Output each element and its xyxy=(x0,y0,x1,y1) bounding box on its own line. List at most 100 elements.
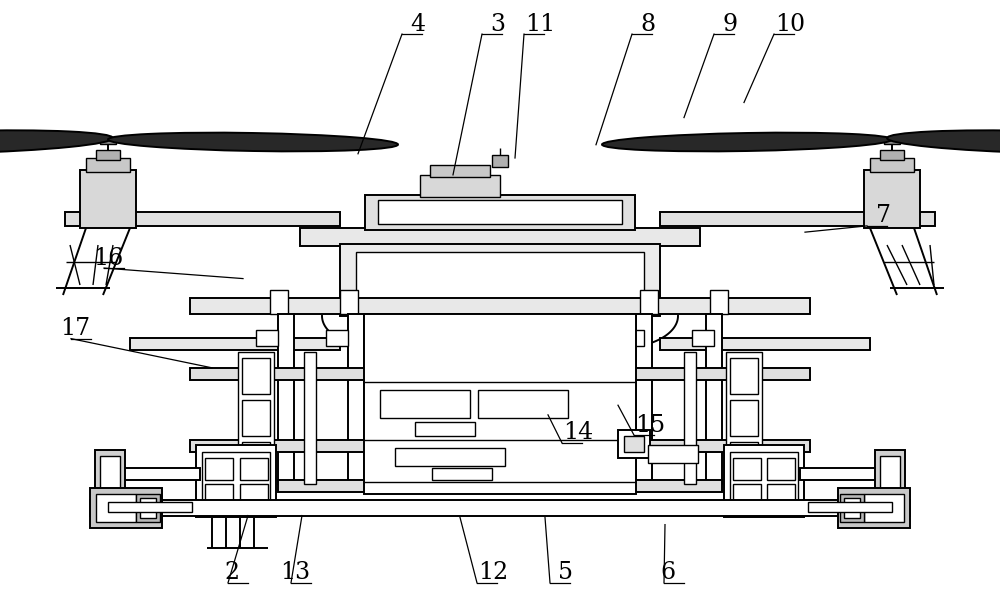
Bar xyxy=(190,368,810,380)
Bar xyxy=(684,352,696,484)
Bar xyxy=(242,400,270,436)
Bar xyxy=(100,138,116,144)
Bar xyxy=(270,290,288,314)
Bar xyxy=(190,440,810,452)
Bar xyxy=(90,488,162,528)
Bar xyxy=(90,500,910,516)
Bar xyxy=(348,314,364,484)
Bar xyxy=(196,445,276,517)
Text: 4: 4 xyxy=(410,13,426,36)
Text: 15: 15 xyxy=(635,414,665,437)
Bar xyxy=(808,502,892,512)
Bar xyxy=(870,158,914,172)
Bar xyxy=(624,436,644,452)
Ellipse shape xyxy=(887,130,1000,154)
Bar xyxy=(96,494,136,522)
Bar xyxy=(140,498,156,508)
Bar xyxy=(844,498,860,508)
Bar xyxy=(838,488,910,528)
Bar xyxy=(205,458,233,480)
Bar xyxy=(340,290,358,314)
Bar xyxy=(692,330,714,346)
Text: 5: 5 xyxy=(558,561,574,584)
Text: 7: 7 xyxy=(876,204,891,227)
Bar xyxy=(875,450,905,498)
Bar xyxy=(478,390,568,418)
Text: 11: 11 xyxy=(525,13,555,36)
Bar xyxy=(364,314,636,494)
Bar xyxy=(800,468,900,480)
Ellipse shape xyxy=(0,130,113,154)
Bar xyxy=(80,170,136,228)
Ellipse shape xyxy=(108,133,398,151)
Bar xyxy=(238,352,274,484)
Bar xyxy=(733,484,761,506)
Bar xyxy=(767,458,795,480)
Bar xyxy=(884,138,900,144)
Bar xyxy=(724,445,804,517)
Bar xyxy=(378,200,622,224)
Bar xyxy=(190,298,810,314)
Bar xyxy=(864,170,920,228)
Bar xyxy=(95,450,125,498)
Bar xyxy=(205,484,233,506)
Text: 13: 13 xyxy=(280,561,310,584)
Bar xyxy=(100,468,200,480)
Bar xyxy=(242,442,270,478)
Bar xyxy=(733,458,761,480)
Bar xyxy=(278,314,294,484)
Bar xyxy=(256,330,278,346)
Bar xyxy=(326,330,348,346)
Bar xyxy=(730,442,758,478)
Text: 10: 10 xyxy=(775,13,805,36)
Bar xyxy=(767,484,795,506)
Text: 9: 9 xyxy=(722,13,738,36)
Text: 3: 3 xyxy=(490,13,506,36)
Bar xyxy=(640,290,658,314)
Bar xyxy=(710,290,728,314)
Text: 16: 16 xyxy=(93,247,123,270)
Bar xyxy=(300,228,700,246)
Bar xyxy=(492,155,508,167)
Bar xyxy=(880,456,900,492)
Bar xyxy=(96,150,120,160)
Bar xyxy=(242,358,270,394)
Bar xyxy=(636,314,652,484)
Bar xyxy=(415,422,475,436)
Bar xyxy=(432,468,492,480)
Bar xyxy=(240,484,268,506)
Text: 14: 14 xyxy=(563,421,593,444)
Bar xyxy=(278,480,722,492)
Bar xyxy=(380,390,470,418)
Bar xyxy=(430,165,490,177)
Bar xyxy=(304,352,316,484)
Text: 12: 12 xyxy=(478,561,508,584)
Ellipse shape xyxy=(602,133,892,151)
Bar xyxy=(395,448,505,466)
Bar xyxy=(648,445,698,463)
Bar xyxy=(840,494,864,522)
Text: 2: 2 xyxy=(224,561,240,584)
Bar xyxy=(202,452,270,510)
Bar xyxy=(622,330,644,346)
Bar xyxy=(356,252,644,308)
Bar xyxy=(706,314,722,484)
Bar xyxy=(108,502,192,512)
Bar xyxy=(100,456,120,492)
Bar xyxy=(660,338,870,350)
Bar xyxy=(660,212,935,226)
Bar xyxy=(340,244,660,316)
Bar xyxy=(618,430,650,458)
Bar xyxy=(130,338,340,350)
Bar xyxy=(140,510,156,518)
Bar xyxy=(730,400,758,436)
Bar xyxy=(730,358,758,394)
Bar xyxy=(240,458,268,480)
Bar xyxy=(420,175,500,197)
Bar xyxy=(726,352,762,484)
Bar xyxy=(880,150,904,160)
Bar xyxy=(730,452,798,510)
Bar xyxy=(136,494,160,522)
Bar xyxy=(844,510,860,518)
Text: 17: 17 xyxy=(60,317,90,340)
